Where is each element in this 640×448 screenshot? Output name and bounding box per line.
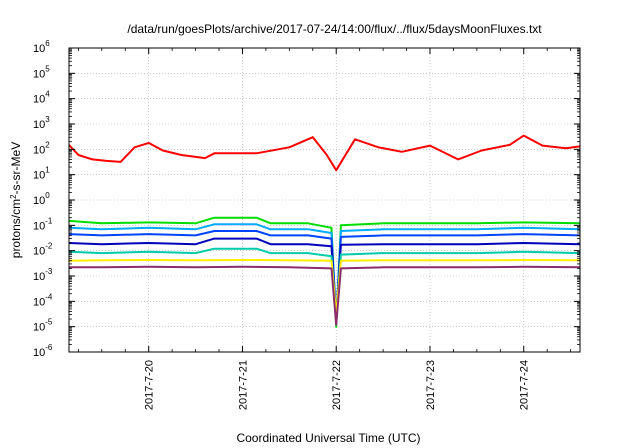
x-tick-label: 2017-7-22 [331,360,343,410]
y-tick-exponent: -3 [45,267,53,276]
y-tick-exponent: -2 [45,242,53,251]
y-tick-base: 10 [33,271,45,283]
chart-title: /data/run/goesPlots/archive/2017-07-24/1… [127,22,542,36]
series-line-3 [69,230,580,320]
y-axis-title: protons/cm2-s-sr-MeV [9,142,24,258]
y-tick-exponent: 6 [45,39,50,48]
y-tick-label: 10-6 [33,343,53,359]
y-tick-label: 10-4 [33,292,53,308]
y-tick-base: 10 [33,68,45,80]
y-tick-label: 104 [33,90,50,106]
y-tick-base: 10 [33,322,45,334]
y-tick-base: 10 [33,220,45,232]
labels-layer: 10-610-510-410-310-210-11001011021031041… [33,39,531,410]
y-tick-base: 10 [33,144,45,156]
series-layer [69,134,580,328]
y-tick-exponent: -6 [45,343,53,352]
y-tick-label: 10-3 [33,267,53,283]
y-axis-title-post: -s-sr-MeV [9,142,23,195]
y-tick-base: 10 [33,94,45,106]
y-tick-exponent: 1 [45,166,50,175]
y-tick-base: 10 [33,43,45,55]
grid-layer [69,48,580,352]
y-tick-exponent: 2 [45,140,50,149]
y-tick-exponent: 3 [45,115,50,124]
series-line-7 [69,265,580,326]
x-axis-title: Coordinated Universal Time (UTC) [236,431,420,445]
y-tick-label: 103 [33,115,50,131]
series-line-2 [69,223,580,320]
y-tick-exponent: 0 [45,191,50,200]
y-tick-base: 10 [33,347,45,359]
y-tick-exponent: -1 [45,216,53,225]
y-tick-base: 10 [33,246,45,258]
y-axis-title-pre: protons/cm [9,199,23,258]
series-line-4 [69,237,580,320]
y-tick-label: 10-2 [33,242,53,258]
y-tick-label: 105 [33,64,50,80]
y-tick-exponent: -4 [45,292,53,301]
y-tick-exponent: 4 [45,90,50,99]
x-tick-label: 2017-7-20 [144,360,156,410]
y-tick-base: 10 [33,170,45,182]
y-axis-title-sup: 2 [9,194,18,199]
y-tick-exponent: 5 [45,64,50,73]
series-line-1 [69,216,580,328]
x-tick-label: 2017-7-24 [519,360,531,410]
series-line-0 [69,134,580,172]
series-line-5 [69,247,580,320]
y-tick-base: 10 [33,119,45,131]
y-tick-label: 100 [33,191,50,207]
y-tick-label: 101 [33,166,50,182]
x-tick-label: 2017-7-23 [425,360,437,410]
y-tick-label: 10-1 [33,216,53,232]
ticks-layer [69,47,580,353]
y-tick-base: 10 [33,296,45,308]
x-tick-label: 2017-7-21 [237,360,249,410]
y-tick-exponent: -5 [45,318,53,327]
y-tick-label: 10-5 [33,318,53,334]
y-tick-label: 106 [33,39,50,55]
y-tick-base: 10 [33,195,45,207]
y-tick-label: 102 [33,140,50,156]
